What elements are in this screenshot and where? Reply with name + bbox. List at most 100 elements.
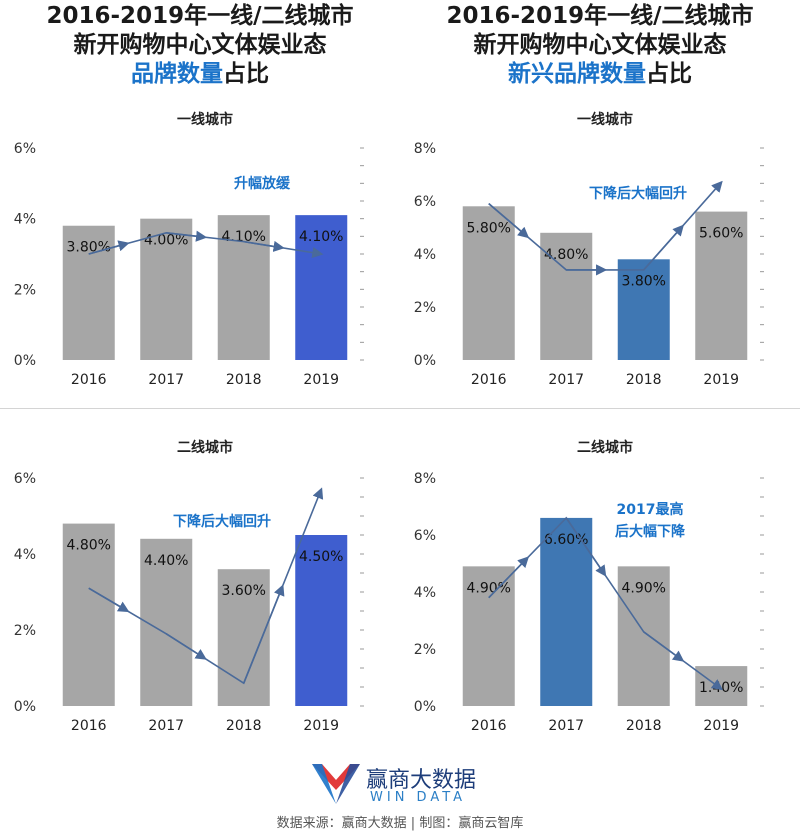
logo-chinese-text: 赢商大数据: [366, 768, 477, 793]
y-tick-label: 0%: [414, 699, 436, 715]
bar: [462, 206, 515, 360]
x-tick-label: 2019: [303, 718, 339, 734]
x-tick-label: 2016: [471, 372, 507, 388]
bar-highlight: [295, 535, 348, 706]
trend-arrow: [488, 516, 724, 691]
left-title-suffix: 占比: [223, 61, 269, 87]
x-tick-label: 2016: [71, 718, 107, 734]
y-tick-label: 4%: [414, 585, 436, 601]
bar: [140, 218, 193, 360]
right-tick-marks: [360, 477, 364, 707]
data-source-note: 数据来源：赢商大数据 | 制图：赢商云智库: [276, 816, 524, 831]
y-tick-label: 4%: [414, 247, 436, 263]
x-tick-label: 2016: [471, 718, 507, 734]
y-tick-label: 0%: [414, 353, 436, 369]
right-title-line2: 新开购物中心文体娱业态: [473, 32, 727, 58]
bar: [617, 566, 670, 706]
data-label: 6.60%: [544, 532, 588, 548]
y-tick-label: 6%: [14, 141, 36, 157]
right-title-line1: 2016-2019年一线/二线城市: [446, 3, 754, 29]
bar-highlight: [540, 517, 593, 706]
y-tick-label: 6%: [14, 471, 36, 487]
right-title-line3: 新兴品牌数量占比: [400, 60, 800, 89]
bar-highlight: [295, 215, 348, 360]
subplot-title: 一线城市: [177, 111, 233, 128]
section-divider: [0, 408, 800, 409]
bar: [540, 232, 593, 360]
annotation: 下降后大幅回升: [589, 185, 687, 202]
y-tick-label: 2%: [14, 623, 36, 639]
left-column-title: 2016-2019年一线/二线城市 新开购物中心文体娱业态 品牌数量占比: [0, 2, 400, 89]
trend-arrow-mid: [488, 203, 530, 239]
win-data-logo: 赢商大数据 WIN DATA: [310, 760, 500, 808]
x-tick-label: 2018: [626, 372, 662, 388]
subplot-title: 二线城市: [577, 439, 633, 456]
annotation-line: 后大幅下降: [615, 523, 686, 540]
trend-arrow-mid: [165, 633, 207, 660]
x-tick-label: 2017: [548, 718, 584, 734]
annotation: 升幅放缓: [234, 175, 291, 192]
x-tick-label: 2016: [71, 372, 107, 388]
chart-tier2-brand-share: 二线城市 0% 2% 4% 6% 2016 2017 2018 2019 4.80% 4.40% 3.…: [14, 439, 364, 734]
bar: [695, 211, 748, 360]
x-tick-label: 2017: [548, 372, 584, 388]
trend-arrow-mid: [565, 517, 607, 577]
right-tick-marks: [360, 147, 364, 361]
y-tick-label: 6%: [414, 528, 436, 544]
x-tick-label: 2018: [626, 718, 662, 734]
y-tick-label: 0%: [14, 353, 36, 369]
right-title-suffix: 占比: [646, 61, 692, 87]
chart-tier1-new-brand-share: 一线城市 0% 2% 4% 6% 8% 2016 2017 2018 2019 5.80% 4.80%…: [414, 111, 764, 388]
y-tick-label: 4%: [14, 547, 36, 563]
trend-arrow-mid: [643, 224, 684, 271]
data-label: 4.80%: [67, 538, 111, 554]
data-label: 4.10%: [299, 229, 343, 245]
subplot-title: 一线城市: [577, 111, 633, 128]
bar: [462, 566, 515, 706]
y-tick-label: 4%: [14, 212, 36, 228]
y-tick-label: 8%: [414, 471, 436, 487]
bar-highlight: [617, 259, 670, 360]
right-tick-marks: [760, 147, 764, 361]
data-label: 4.90%: [622, 580, 666, 596]
y-tick-label: 0%: [14, 699, 36, 715]
x-tick-label: 2019: [303, 372, 339, 388]
trend-arrow-mid: [88, 240, 130, 255]
trend-arrow-mid: [88, 587, 130, 613]
trend-arrow-mid: [643, 631, 685, 662]
data-label: 4.10%: [222, 229, 266, 245]
right-title-highlight: 新兴品牌数量: [508, 61, 646, 87]
left-title-line1: 2016-2019年一线/二线城市: [46, 3, 354, 29]
annotation-line: 2017最高: [617, 501, 684, 518]
y-tick-label: 2%: [414, 300, 436, 316]
bar: [140, 538, 193, 706]
x-tick-label: 2019: [703, 372, 739, 388]
chart-tier2-new-brand-share: 二线城市 0% 2% 4% 6% 8% 2016 2017 2018 2019 4.90% 6.60%…: [414, 439, 764, 734]
left-title-line3: 品牌数量占比: [0, 60, 400, 89]
trend-arrow-mid: [243, 240, 285, 252]
right-tick-marks: [760, 477, 764, 707]
x-tick-label: 2017: [148, 718, 184, 734]
left-title-line2: 新开购物中心文体娱业态: [73, 32, 327, 58]
y-tick-label: 2%: [414, 642, 436, 658]
annotation: 下降后大幅回升: [173, 513, 271, 530]
subplot-title: 二线城市: [177, 439, 233, 456]
trend-arrow: [88, 231, 324, 259]
left-title-highlight: 品牌数量: [131, 61, 223, 87]
data-label: 3.60%: [222, 583, 266, 599]
bar: [62, 523, 115, 706]
x-tick-label: 2019: [703, 718, 739, 734]
data-label: 5.80%: [467, 220, 511, 236]
data-label: 4.50%: [299, 549, 343, 565]
right-column-title: 2016-2019年一线/二线城市 新开购物中心文体娱业态 新兴品牌数量占比: [400, 2, 800, 89]
bar: [62, 225, 115, 360]
trend-arrow-mid: [243, 584, 285, 684]
y-tick-label: 2%: [14, 282, 36, 298]
x-tick-label: 2018: [226, 718, 262, 734]
y-tick-label: 8%: [414, 141, 436, 157]
data-label: 3.80%: [622, 273, 666, 289]
data-label: 4.80%: [544, 247, 588, 263]
x-tick-label: 2018: [226, 372, 262, 388]
data-label: 4.90%: [467, 580, 511, 596]
